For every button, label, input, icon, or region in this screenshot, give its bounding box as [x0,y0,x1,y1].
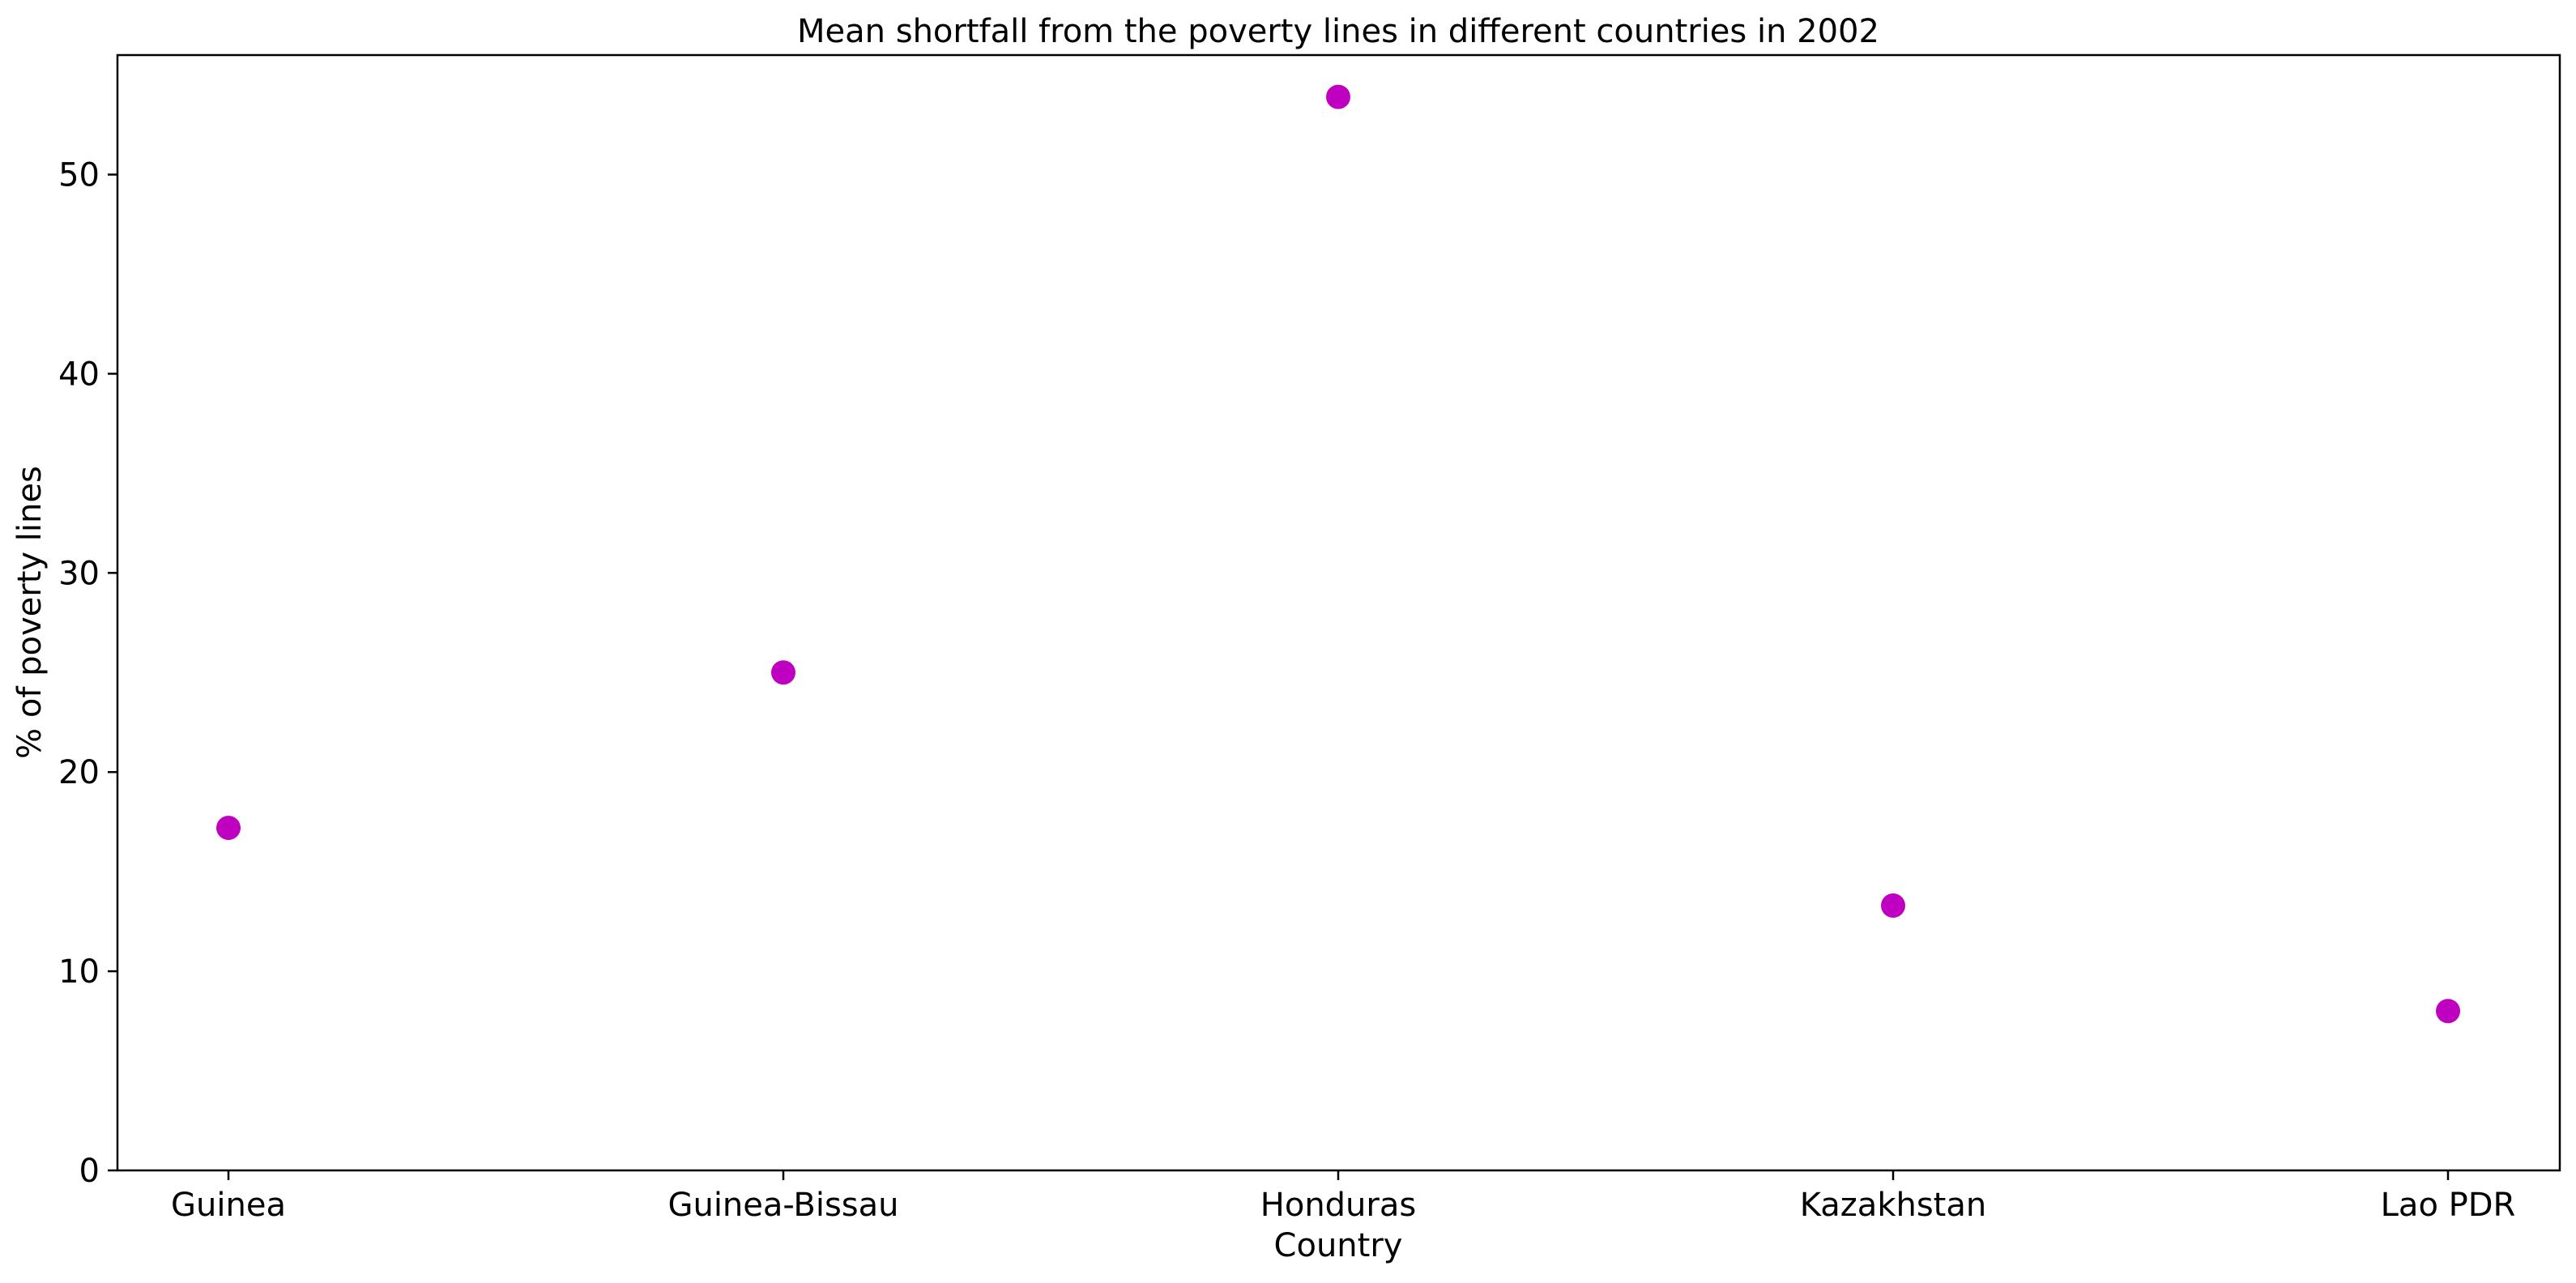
y-tick-label: 0 [79,1153,100,1190]
x-tick-label: Guinea-Bissau [667,1187,898,1224]
data-point [1881,893,1905,918]
x-axis-ticks: Guinea Guinea-Bissau Honduras Kazakhstan Lao… [171,1170,2515,1224]
data-point [1326,84,1350,109]
y-tick-label: 20 [58,754,100,791]
plot-area-frame [116,53,2561,1172]
y-axis-label: % of poverty lines [11,466,49,759]
data-point [216,816,241,841]
chart-title: Mean shortfall from the poverty lines in… [797,13,1879,50]
y-axis-ticks: 0 10 20 30 40 50 [58,157,117,1190]
x-tick-label: Lao PDR [2381,1187,2516,1224]
y-tick-label: 40 [58,356,100,393]
y-tick-label: 30 [58,555,100,592]
y-tick-label: 10 [58,953,100,991]
x-tick-label: Guinea [171,1187,286,1224]
x-tick-label: Honduras [1260,1187,1416,1224]
y-tick-label: 50 [58,157,100,194]
x-tick-label: Kazakhstan [1800,1187,1986,1224]
x-axis-label: Country [1274,1227,1403,1264]
data-point [771,660,795,685]
data-points [216,84,2460,1024]
data-point [2436,999,2460,1024]
